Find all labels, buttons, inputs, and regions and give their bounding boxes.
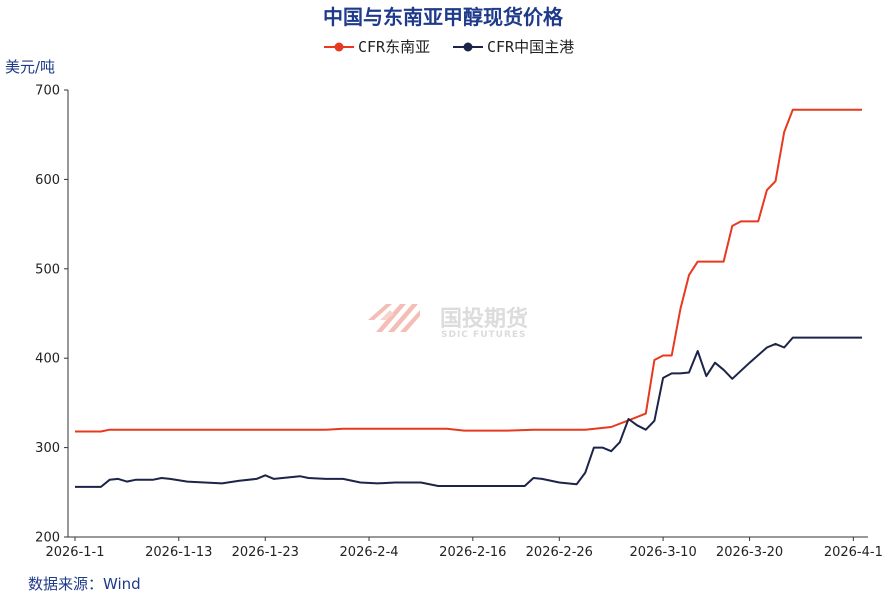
y-tick-label: 700 — [35, 84, 60, 99]
x-tick-label: 2026-2-4 — [340, 545, 399, 560]
y-tick-label: 400 — [35, 352, 60, 367]
x-axis-ticks: 2026-1-1 2026-1-13 2026-1-23 2026-2-4 2026-2… — [45, 537, 883, 560]
y-axis-ticks: 200 300 400 500 600 700 — [35, 84, 68, 546]
y-tick-label: 600 — [35, 173, 60, 188]
x-tick-label: 2026-2-26 — [526, 545, 593, 560]
watermark-en: SDIC FUTURES — [441, 330, 527, 340]
x-tick-label: 2026-1-13 — [145, 545, 212, 560]
y-tick-label: 200 — [35, 531, 60, 546]
x-tick-label: 2026-3-10 — [629, 545, 696, 560]
series-line-0 — [75, 108, 862, 433]
y-tick-label: 500 — [35, 262, 60, 277]
legend-label-0: CFR东南亚 — [358, 38, 430, 56]
legend-entry-series-1: CFR中国主港 — [453, 38, 574, 56]
watermark-logo: 国投期货 SDIC FUTURES — [368, 304, 528, 340]
legend-marker-1 — [463, 42, 473, 52]
x-tick-label: 2026-1-23 — [232, 545, 299, 560]
watermark-cn: 国投期货 — [440, 306, 528, 332]
y-tick-label: 300 — [35, 441, 60, 456]
watermark-stripes-icon — [368, 304, 420, 332]
x-tick-label: 2026-1-1 — [45, 545, 104, 560]
legend-marker-0 — [334, 42, 344, 52]
data-source-note: 数据来源：Wind — [28, 575, 141, 593]
chart-title: 中国与东南亚甲醇现货价格 — [323, 5, 564, 29]
legend-label-1: CFR中国主港 — [487, 38, 574, 56]
x-tick-label: 2026-4-1 — [824, 545, 883, 560]
x-tick-label: 2026-2-16 — [439, 545, 506, 560]
chart-legend: CFR东南亚 CFR中国主港 — [324, 38, 574, 56]
series-layer — [75, 108, 862, 488]
legend-entry-series-0: CFR东南亚 — [324, 38, 430, 56]
series-line-1 — [75, 336, 862, 488]
x-tick-label: 2026-3-20 — [716, 545, 783, 560]
y-axis-unit-label: 美元/吨 — [5, 58, 55, 76]
